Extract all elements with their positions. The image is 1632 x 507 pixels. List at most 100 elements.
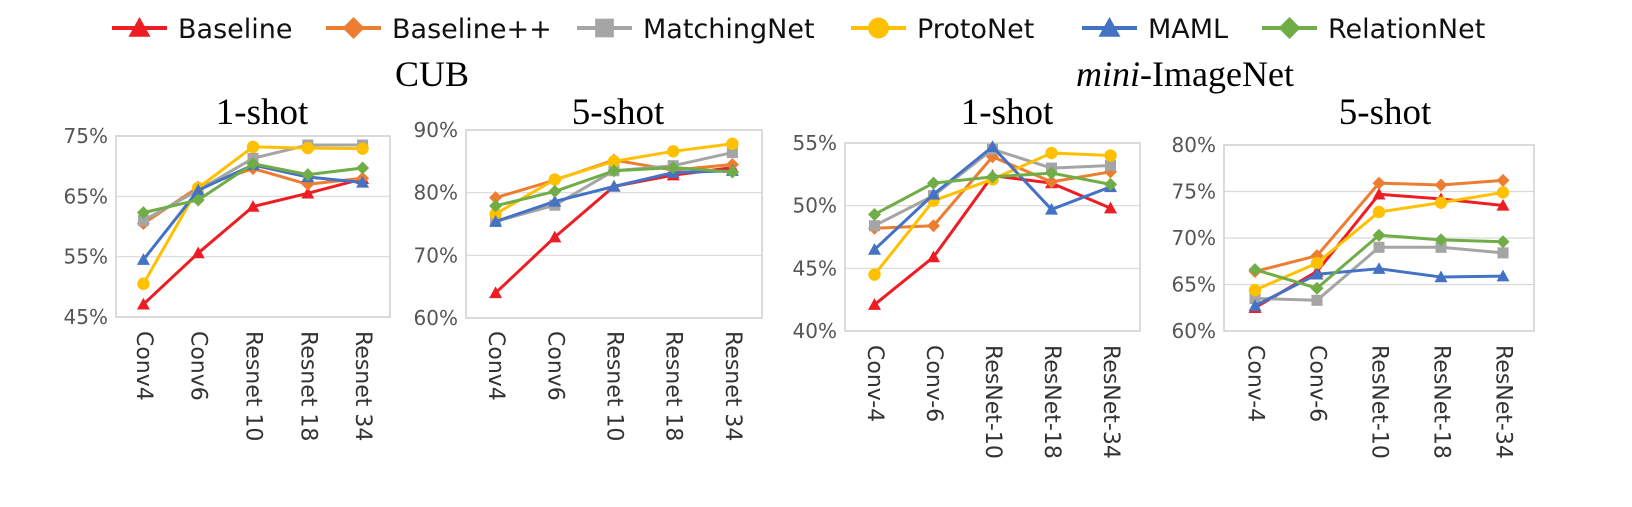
data-point-protonet bbox=[246, 140, 260, 154]
data-point-baseline bbox=[927, 250, 940, 263]
x-tick-label: Resnet 34 bbox=[720, 331, 745, 441]
plot-area-frame bbox=[115, 135, 391, 318]
data-point-baseline bbox=[1310, 249, 1324, 263]
y-tick-label: 65% bbox=[1172, 273, 1216, 297]
legend-label-baseline: Baseline bbox=[178, 14, 292, 45]
data-point-baseline bbox=[489, 286, 503, 299]
data-point-protonet bbox=[667, 145, 680, 158]
data-point-relationnet bbox=[1045, 166, 1058, 180]
group-title-mini-imagenet: mini-ImageNet bbox=[1076, 54, 1294, 94]
series-relationnet bbox=[136, 157, 370, 220]
x-tick-label: Conv-4 bbox=[1243, 345, 1268, 422]
data-point-baseline bbox=[1104, 201, 1117, 214]
data-point-matchingnet bbox=[137, 214, 149, 226]
data-point-protonet bbox=[301, 141, 314, 155]
legend-item-protonet: ProtoNet bbox=[851, 14, 1034, 45]
chart-mini-imagenet-1-shot: 1-shot 40% 45% 50% 55% Conv-4 Conv-6 ResNet-10 R… bbox=[793, 92, 1141, 459]
group-title-cub: CUB bbox=[395, 54, 469, 94]
data-point-maml bbox=[489, 214, 503, 227]
x-tick-label: ResNet-18 bbox=[1429, 345, 1454, 459]
data-point-relationnet bbox=[986, 170, 999, 184]
series-protonet bbox=[1248, 186, 1510, 297]
chart-cub-1-shot: 1-shot 45% 55% 65% 75% Conv4 Conv6 Resnet 10 Res… bbox=[64, 92, 391, 441]
data-point-relationnet bbox=[868, 207, 881, 221]
y-tick-label: 75% bbox=[1172, 180, 1216, 204]
data-point-baseline bbox=[1496, 198, 1510, 211]
x-tick-label: ResNet-10 bbox=[980, 345, 1005, 459]
series-baseline bbox=[868, 169, 1117, 310]
data-point-relationnet bbox=[1104, 177, 1117, 191]
data-point-matchingnet bbox=[1435, 241, 1447, 253]
y-tick-label: 45% bbox=[64, 305, 108, 329]
series-line-maml bbox=[142, 163, 363, 261]
series-relationnet bbox=[489, 161, 739, 213]
y-tick-label: 80% bbox=[414, 181, 458, 205]
data-point-baseline bbox=[246, 200, 260, 212]
legend-item-baseline: Baseline bbox=[112, 14, 292, 45]
data-point-protonet bbox=[489, 207, 502, 221]
chart-mini-imagenet-5-shot: 5-shot 60% 65% 70% 75% 80% Conv-4 Conv-6 ResNet-… bbox=[1172, 92, 1535, 459]
data-point-protonet bbox=[1045, 146, 1058, 160]
data-point-maml bbox=[868, 243, 881, 255]
x-tick-label: ResNet-34 bbox=[1491, 345, 1516, 459]
data-point-relationnet bbox=[356, 161, 370, 175]
data-point-relationnet bbox=[607, 164, 621, 178]
x-tick-label: Conv-6 bbox=[1305, 345, 1330, 422]
y-tick-label: 40% bbox=[793, 319, 837, 343]
legend-marker-matchingnet bbox=[595, 18, 614, 38]
series-relationnet bbox=[868, 166, 1117, 221]
data-point-protonet bbox=[137, 277, 150, 290]
data-point-protonet bbox=[868, 268, 881, 281]
legend-item-matchingnet: MatchingNet bbox=[577, 14, 815, 45]
data-point-maml bbox=[1496, 269, 1510, 282]
legend-item-relationnet: RelationNet bbox=[1262, 14, 1485, 45]
data-point-matchingnet bbox=[1311, 294, 1323, 306]
legend-marker-baseline bbox=[128, 17, 151, 37]
legend-item-maml: MAML bbox=[1082, 14, 1228, 45]
data-point-protonet bbox=[1434, 196, 1448, 209]
legend-label-maml: MAML bbox=[1148, 14, 1228, 45]
series-matchingnet bbox=[1249, 241, 1509, 306]
data-point-relationnet bbox=[191, 193, 205, 207]
data-point-protonet bbox=[1104, 149, 1117, 162]
chart-cub-5-shot: 5-shot 60% 70% 80% 90% Conv4 Conv6 Resnet 10 Res… bbox=[414, 92, 763, 441]
data-point-relationnet bbox=[301, 168, 315, 182]
data-point-maml bbox=[927, 187, 940, 200]
data-point-relationnet bbox=[927, 176, 940, 190]
data-point-baseline bbox=[1372, 187, 1386, 200]
data-point-protonet bbox=[1248, 283, 1262, 297]
data-point-protonet bbox=[1496, 186, 1510, 199]
data-point-baseline bbox=[868, 298, 881, 310]
legend-marker-protonet bbox=[868, 17, 889, 39]
data-point-matchingnet bbox=[1249, 292, 1261, 304]
data-point-maml bbox=[1372, 262, 1386, 274]
y-tick-label: 55% bbox=[64, 245, 108, 269]
legend-label-relationnet: RelationNet bbox=[1328, 14, 1485, 45]
chart-panels: 1-shot 45% 55% 65% 75% Conv4 Conv6 Resnet 10 Res… bbox=[64, 92, 1535, 459]
data-point-maml bbox=[986, 140, 999, 152]
series-line-baseline bbox=[142, 177, 363, 306]
data-point-maml bbox=[356, 175, 370, 188]
y-tick-label: 60% bbox=[1172, 319, 1216, 343]
x-tick-label: Conv4 bbox=[131, 331, 156, 401]
data-point-relationnet bbox=[1496, 235, 1510, 249]
data-point-matchingnet bbox=[1373, 241, 1385, 253]
legend-marker-relationnet bbox=[1278, 17, 1301, 39]
series-relationnet bbox=[1248, 228, 1510, 295]
data-point-relationnet bbox=[136, 206, 150, 220]
data-point-maml bbox=[1310, 267, 1324, 280]
chart-title-mini-imagenet-5-shot: 5-shot bbox=[1339, 92, 1432, 133]
data-point-baseline bbox=[927, 219, 940, 233]
data-point-baseline bbox=[1496, 173, 1510, 187]
legend-item-baseline: Baseline++ bbox=[326, 14, 552, 45]
data-point-baseline bbox=[1045, 175, 1058, 189]
legend: Baseline Baseline++ MatchingNet ProtoNet MAM… bbox=[112, 14, 1485, 45]
x-tick-label: Conv6 bbox=[542, 331, 567, 401]
chart-title-mini-imagenet-1-shot: 1-shot bbox=[961, 92, 1054, 133]
data-point-protonet bbox=[548, 173, 561, 186]
data-point-maml bbox=[191, 183, 205, 196]
data-point-baseline bbox=[489, 191, 503, 205]
data-point-matchingnet bbox=[1104, 160, 1117, 172]
